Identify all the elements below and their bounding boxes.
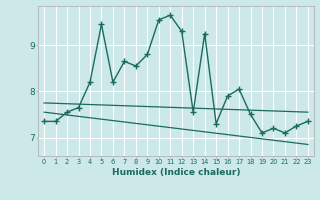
X-axis label: Humidex (Indice chaleur): Humidex (Indice chaleur) <box>112 168 240 177</box>
